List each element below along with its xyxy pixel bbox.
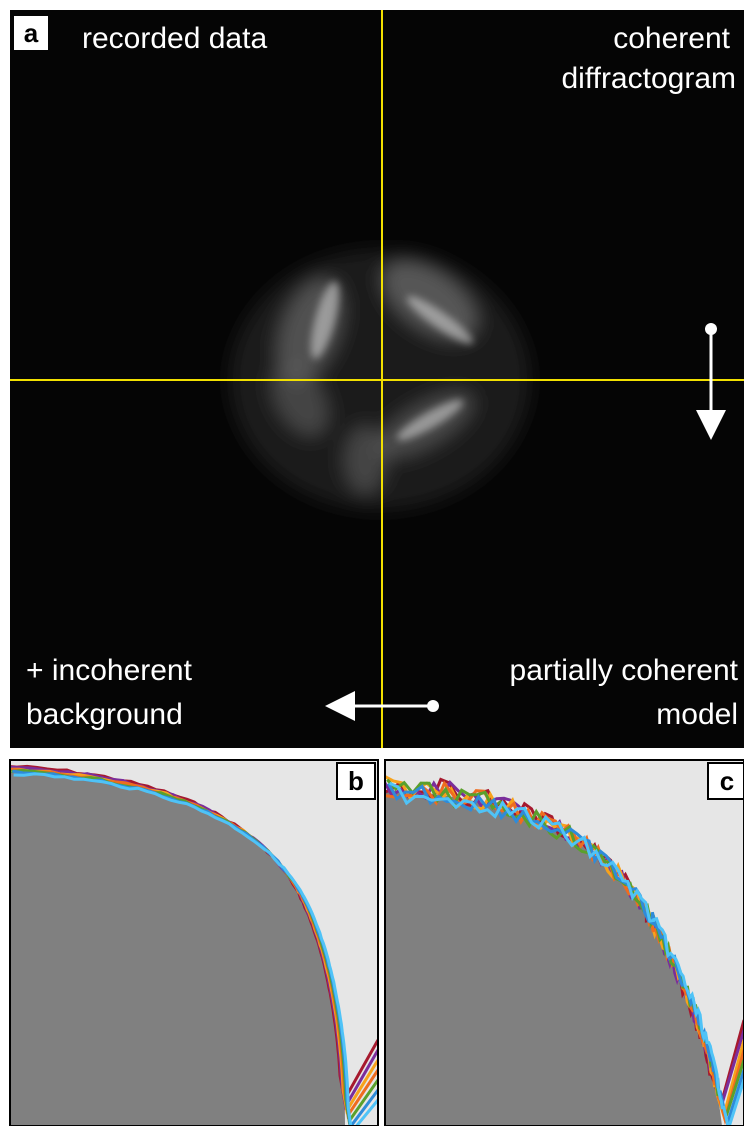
caption: coherent (613, 22, 730, 55)
panel-label: b (348, 766, 364, 796)
caption: recorded data (82, 22, 267, 55)
panel-label: c (720, 766, 734, 796)
panel-label: a (24, 18, 39, 48)
caption: partially coherent (510, 654, 739, 687)
caption: + incoherent (26, 654, 193, 687)
caption: model (656, 698, 738, 731)
caption: diffractogram (561, 62, 736, 95)
caption: background (26, 698, 183, 731)
figure: a recorded data coherent diffractogram +… (0, 0, 744, 1126)
